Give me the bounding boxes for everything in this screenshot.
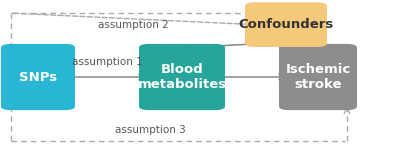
Text: assumption 1: assumption 1 — [72, 57, 142, 67]
Text: Confounders: Confounders — [238, 18, 334, 31]
FancyBboxPatch shape — [1, 44, 75, 110]
FancyBboxPatch shape — [139, 44, 225, 110]
Text: SNPs: SNPs — [19, 71, 57, 83]
FancyBboxPatch shape — [245, 2, 327, 47]
Text: assumption 3: assumption 3 — [115, 125, 186, 135]
Text: assumption 2: assumption 2 — [98, 20, 168, 30]
Text: Ischemic
stroke: Ischemic stroke — [285, 63, 351, 91]
FancyBboxPatch shape — [279, 44, 357, 110]
Text: Blood
metabolites: Blood metabolites — [138, 63, 226, 91]
